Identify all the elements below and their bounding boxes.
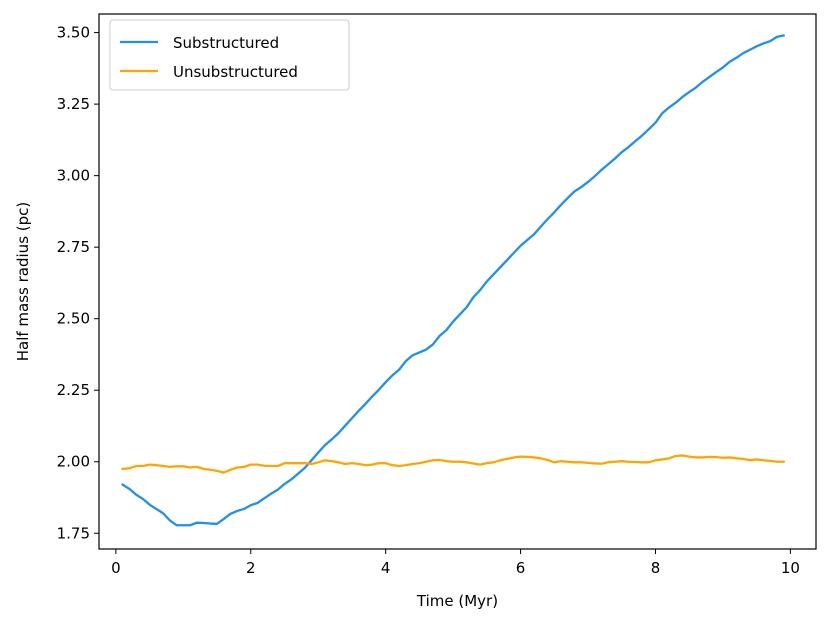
series-line-unsubstructured xyxy=(121,454,785,474)
x-tick-label: 8 xyxy=(651,559,661,577)
y-tick-label: 2.50 xyxy=(57,310,90,328)
legend-label-substructured: Substructured xyxy=(173,34,279,52)
x-tick-label: 0 xyxy=(111,559,121,577)
series-layer xyxy=(121,34,785,527)
y-axis-label: Half mass radius (pc) xyxy=(14,202,32,362)
x-tick-label: 6 xyxy=(516,559,526,577)
y-tick-label: 2.00 xyxy=(57,453,90,471)
x-tick-label: 10 xyxy=(781,559,800,577)
x-tick-label: 2 xyxy=(246,559,256,577)
y-tick-label: 3.50 xyxy=(57,24,90,42)
x-axis-label: Time (Myr) xyxy=(416,592,498,610)
legend-label-unsubstructured: Unsubstructured xyxy=(173,63,298,81)
y-tick-label: 3.00 xyxy=(57,167,90,185)
ticks-layer: 0 2 4 6 8 10 1.75 2.00 2.25 2.50 2.75 3.00 3.25 3.50 xyxy=(57,24,800,577)
y-tick-label: 3.25 xyxy=(57,95,90,113)
legend: Substructured Unsubstructured xyxy=(109,19,350,91)
plot-frame xyxy=(98,13,817,550)
legend-box xyxy=(109,19,350,91)
series-line-substructured xyxy=(121,34,785,527)
y-tick-label: 2.75 xyxy=(57,238,90,256)
y-tick-label: 1.75 xyxy=(57,524,90,542)
y-tick-label: 2.25 xyxy=(57,381,90,399)
x-tick-label: 4 xyxy=(381,559,391,577)
